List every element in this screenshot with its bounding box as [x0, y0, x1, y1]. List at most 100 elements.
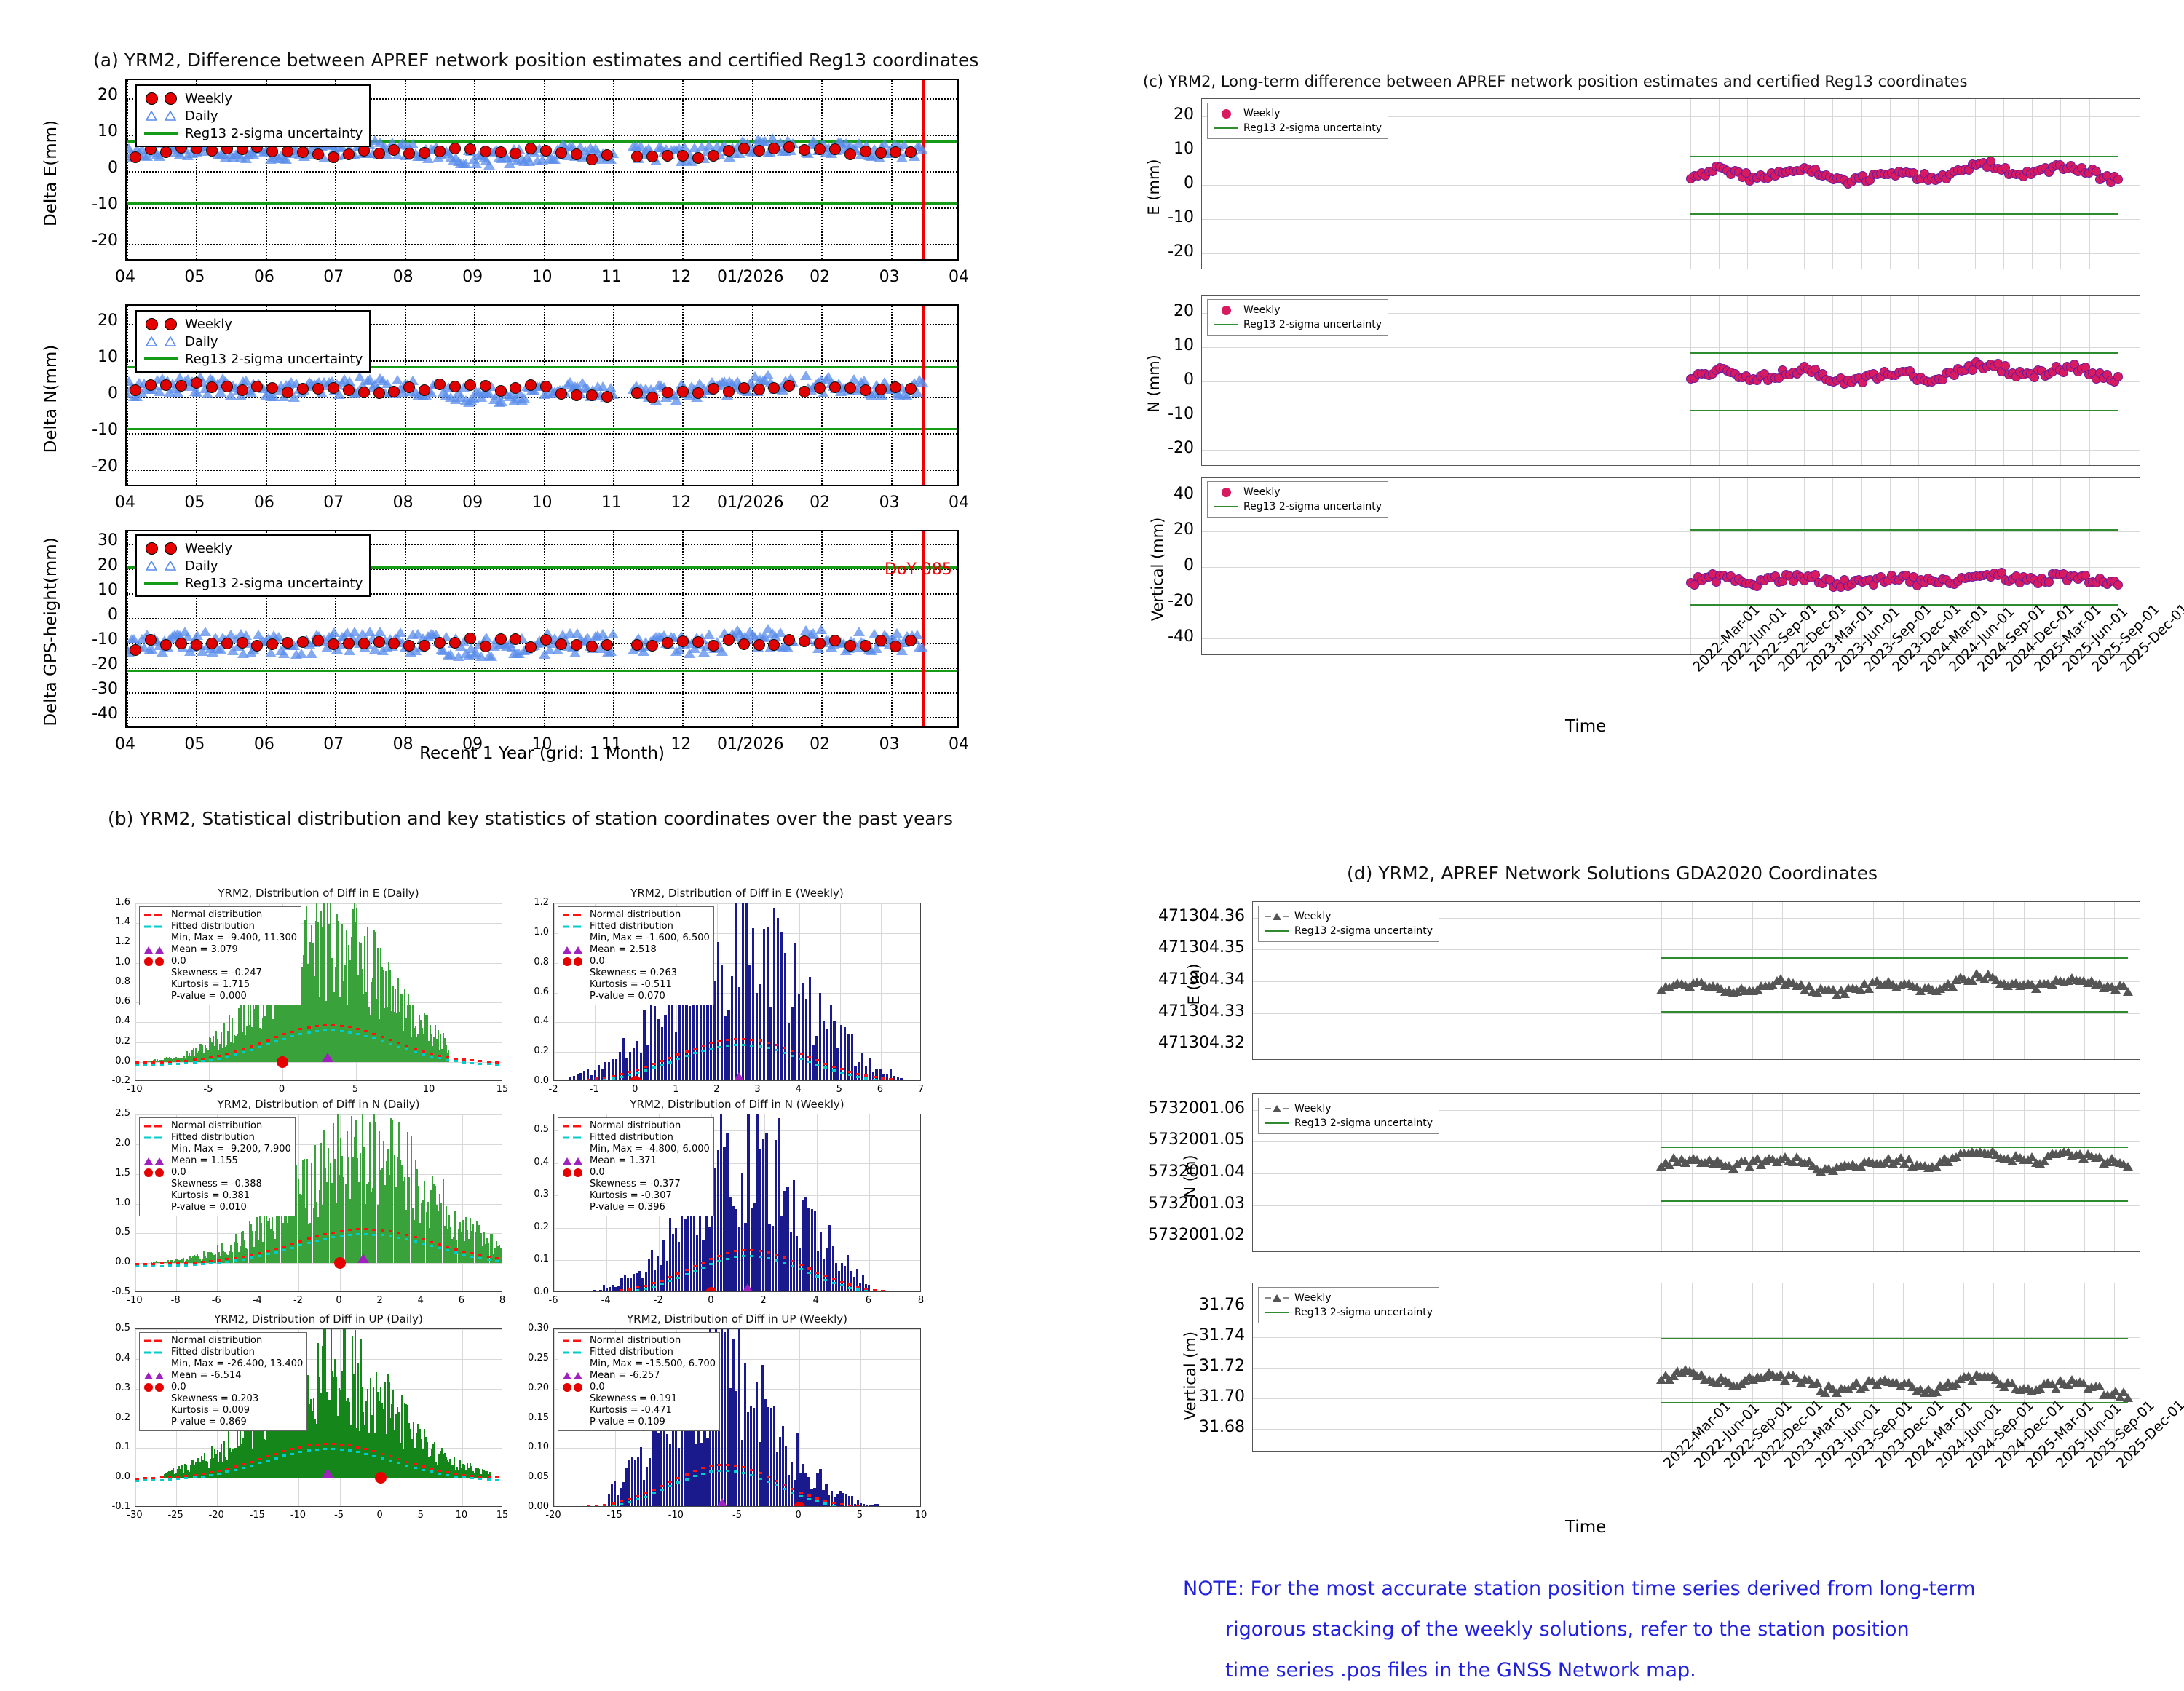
y-tick-label: 20	[49, 556, 118, 574]
normal-distribution-curve	[282, 1033, 286, 1035]
normal-distribution-curve	[266, 1039, 270, 1042]
fitted-distribution-curve	[430, 1470, 433, 1473]
fitted-distribution-curve	[783, 1262, 786, 1264]
fitted-distribution-curve	[331, 1448, 335, 1450]
y-tick-label: -20	[1132, 439, 1194, 457]
legend-mean-label: Mean = 3.079	[171, 944, 238, 956]
normal-distribution-curve	[307, 1026, 311, 1029]
histogram-bar	[678, 1242, 680, 1292]
fitted-distribution-curve	[495, 1260, 499, 1262]
normal-distribution-curve	[454, 1248, 458, 1251]
normal-distribution-curve	[864, 1288, 868, 1290]
weekly-marker	[312, 148, 324, 160]
normal-distribution-curve	[356, 1028, 360, 1030]
x-tick-label: 4	[399, 1295, 443, 1306]
fitted-distribution-curve	[799, 1268, 803, 1270]
histogram-bar	[744, 1363, 746, 1507]
fitted-distribution-curve	[717, 1470, 721, 1472]
legend-minmax: Min, Max = -1.600, 6.500	[562, 932, 710, 944]
fitted-distribution-curve	[734, 1470, 737, 1473]
normal-distribution-curve	[734, 1250, 737, 1252]
histogram-bar	[753, 1203, 756, 1292]
x-tick-label: 3	[736, 1084, 780, 1095]
normal-distribution-curve	[234, 1465, 237, 1468]
daily-marker	[486, 652, 497, 661]
legend-minmax: Min, Max = -26.400, 13.400	[143, 1358, 303, 1370]
panel-d-xlabel: Time	[1565, 1518, 1606, 1537]
histogram-title: YRM2, Distribution of Diff in UP (Daily)	[135, 1312, 502, 1326]
fitted-distribution-curve	[290, 1247, 294, 1249]
histogram-bar	[735, 903, 737, 1081]
x-tick-label: -15	[235, 1510, 279, 1521]
legend-fitted-distribution-label: Fitted distribution	[590, 1132, 673, 1144]
normal-distribution-curve	[759, 1472, 762, 1474]
grid-line-vertical	[860, 1329, 861, 1506]
normal-distribution-curve	[422, 1050, 425, 1053]
fitted-distribution-curve	[832, 1069, 836, 1072]
normal-distribution-curve	[242, 1256, 245, 1258]
histogram-bar	[649, 1458, 651, 1507]
fitted-distribution-curve	[644, 1288, 647, 1290]
fitted-distribution-curve	[775, 1259, 778, 1262]
weekly-marker	[2123, 987, 2133, 996]
histogram-bar	[773, 908, 775, 1081]
y-tick-label: 31.72	[1096, 1357, 1245, 1375]
panel-a-legend-n: Weekly Daily Reg13 2-sigma uncertainty	[135, 310, 371, 373]
y-tick-label: 0	[1132, 371, 1194, 389]
histogram-bar	[732, 1206, 735, 1292]
histogram-bar	[664, 1015, 666, 1081]
y-tick-label: 40	[1132, 485, 1194, 503]
fitted-distribution-curve	[750, 1045, 753, 1047]
fitted-distribution-curve	[726, 1258, 729, 1260]
weekly-dot-icon	[142, 92, 180, 105]
legend-skewness-label: Skewness = 0.203	[171, 1393, 258, 1405]
mean-marker-icon	[716, 1498, 728, 1507]
normal-distribution-curve	[676, 1477, 680, 1479]
mean-marker-icon	[733, 1072, 745, 1081]
y-tick-label: 0	[49, 384, 118, 403]
histogram-chart: YRM2, Distribution of Diff in UP (Daily)…	[135, 1328, 502, 1551]
legend-kurtosis: Kurtosis = 0.009	[143, 1405, 303, 1417]
legend-zero: 0.0	[143, 1382, 303, 1393]
x-tick-label: 1	[654, 1084, 697, 1095]
fitted-distribution-curve	[438, 1057, 441, 1059]
weekly-marker	[905, 635, 917, 646]
legend-pvalue: P-value = 0.010	[143, 1202, 291, 1213]
y-tick-label: -0.5	[94, 1286, 130, 1297]
x-tick-label: -4	[235, 1295, 279, 1306]
histogram-bar	[860, 1503, 862, 1507]
histogram-bar	[585, 1291, 587, 1292]
fitted-distribution-curve	[462, 1254, 466, 1256]
weekly-marker	[480, 146, 491, 157]
weekly-marker	[328, 151, 339, 163]
legend-zero-icon	[562, 1168, 587, 1178]
mean-marker-icon	[322, 1053, 333, 1062]
legend-mean-icon	[562, 945, 587, 955]
y-tick-label: 0.2	[94, 1412, 130, 1423]
histogram-bar	[815, 1036, 818, 1081]
weekly-marker	[266, 638, 278, 650]
fitted-distribution-curve	[323, 1448, 327, 1450]
histogram-bar	[640, 1447, 642, 1507]
normal-distribution-curve	[274, 1248, 278, 1250]
fitted-distribution-curve	[266, 1043, 270, 1045]
sigma-line-icon	[142, 132, 180, 135]
histogram-bar	[583, 1071, 585, 1081]
grid-line-vertical	[869, 1114, 870, 1291]
weekly-marker	[2113, 372, 2123, 381]
fitted-distribution-curve	[478, 1063, 482, 1065]
weekly-marker	[860, 640, 871, 652]
fitted-distribution-curve	[372, 1037, 376, 1039]
y-tick-label: 20	[49, 86, 118, 104]
histogram-bar	[765, 1133, 767, 1292]
histogram-chart: YRM2, Distribution of Diff in E (Weekly)…	[553, 903, 921, 1125]
x-tick-label: 10	[899, 1510, 943, 1521]
fitted-distribution-curve	[405, 1238, 408, 1240]
normal-distribution-curve	[685, 1473, 689, 1476]
normal-distribution-curve	[759, 1039, 762, 1042]
normal-distribution-curve	[815, 1272, 819, 1274]
x-tick-label: 2	[695, 1084, 738, 1095]
histogram-bar	[720, 1114, 722, 1292]
normal-distribution-curve	[791, 1260, 794, 1262]
normal-distribution-curve	[791, 1050, 794, 1052]
